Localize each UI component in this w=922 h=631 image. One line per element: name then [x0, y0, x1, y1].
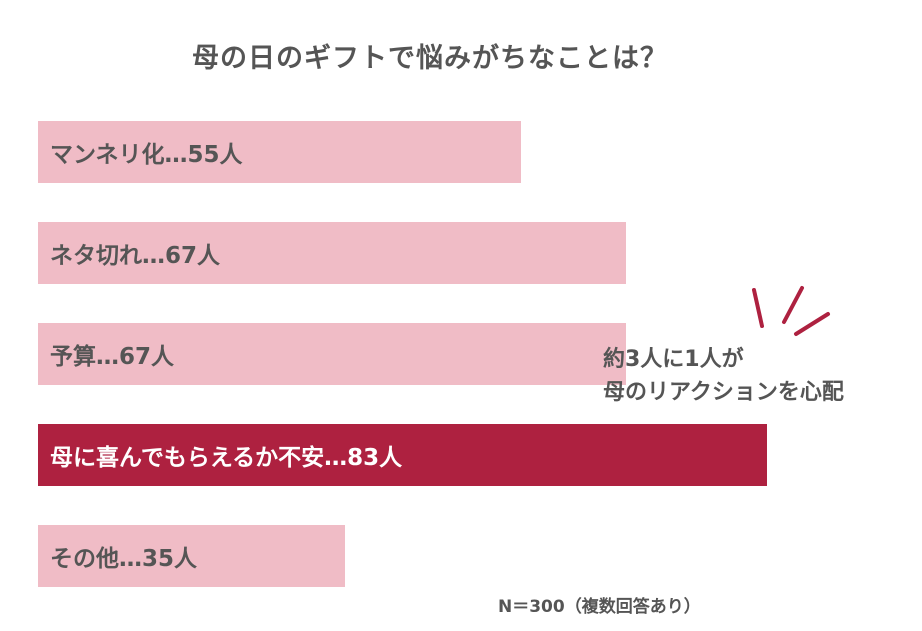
sample-size-note: N＝300（複数回答あり） — [498, 597, 701, 617]
bar-3: 母に喜んでもらえるか不安…83人 — [38, 424, 767, 486]
bar-label-2: 予算…67人 — [50, 344, 175, 370]
emphasis-marks-icon — [752, 286, 830, 336]
bar-label-0: マンネリ化…55人 — [50, 142, 243, 168]
callout-text: 約3人に1人が 母のリアクションを心配 — [603, 343, 844, 409]
bar-2: 予算…67人 — [38, 323, 626, 385]
bar-4: その他…35人 — [38, 525, 345, 587]
bar-1: ネタ切れ…67人 — [38, 222, 626, 284]
bar-label-4: その他…35人 — [50, 546, 198, 572]
bar-0: マンネリ化…55人 — [38, 121, 521, 183]
bar-label-3: 母に喜んでもらえるか不安…83人 — [50, 445, 403, 471]
callout-line-1: 約3人に1人が — [603, 347, 744, 372]
bar-label-1: ネタ切れ…67人 — [50, 243, 221, 269]
chart-title: 母の日のギフトで悩みがちなことは？ — [192, 43, 668, 74]
callout-line-2: 母のリアクションを心配 — [603, 380, 844, 405]
